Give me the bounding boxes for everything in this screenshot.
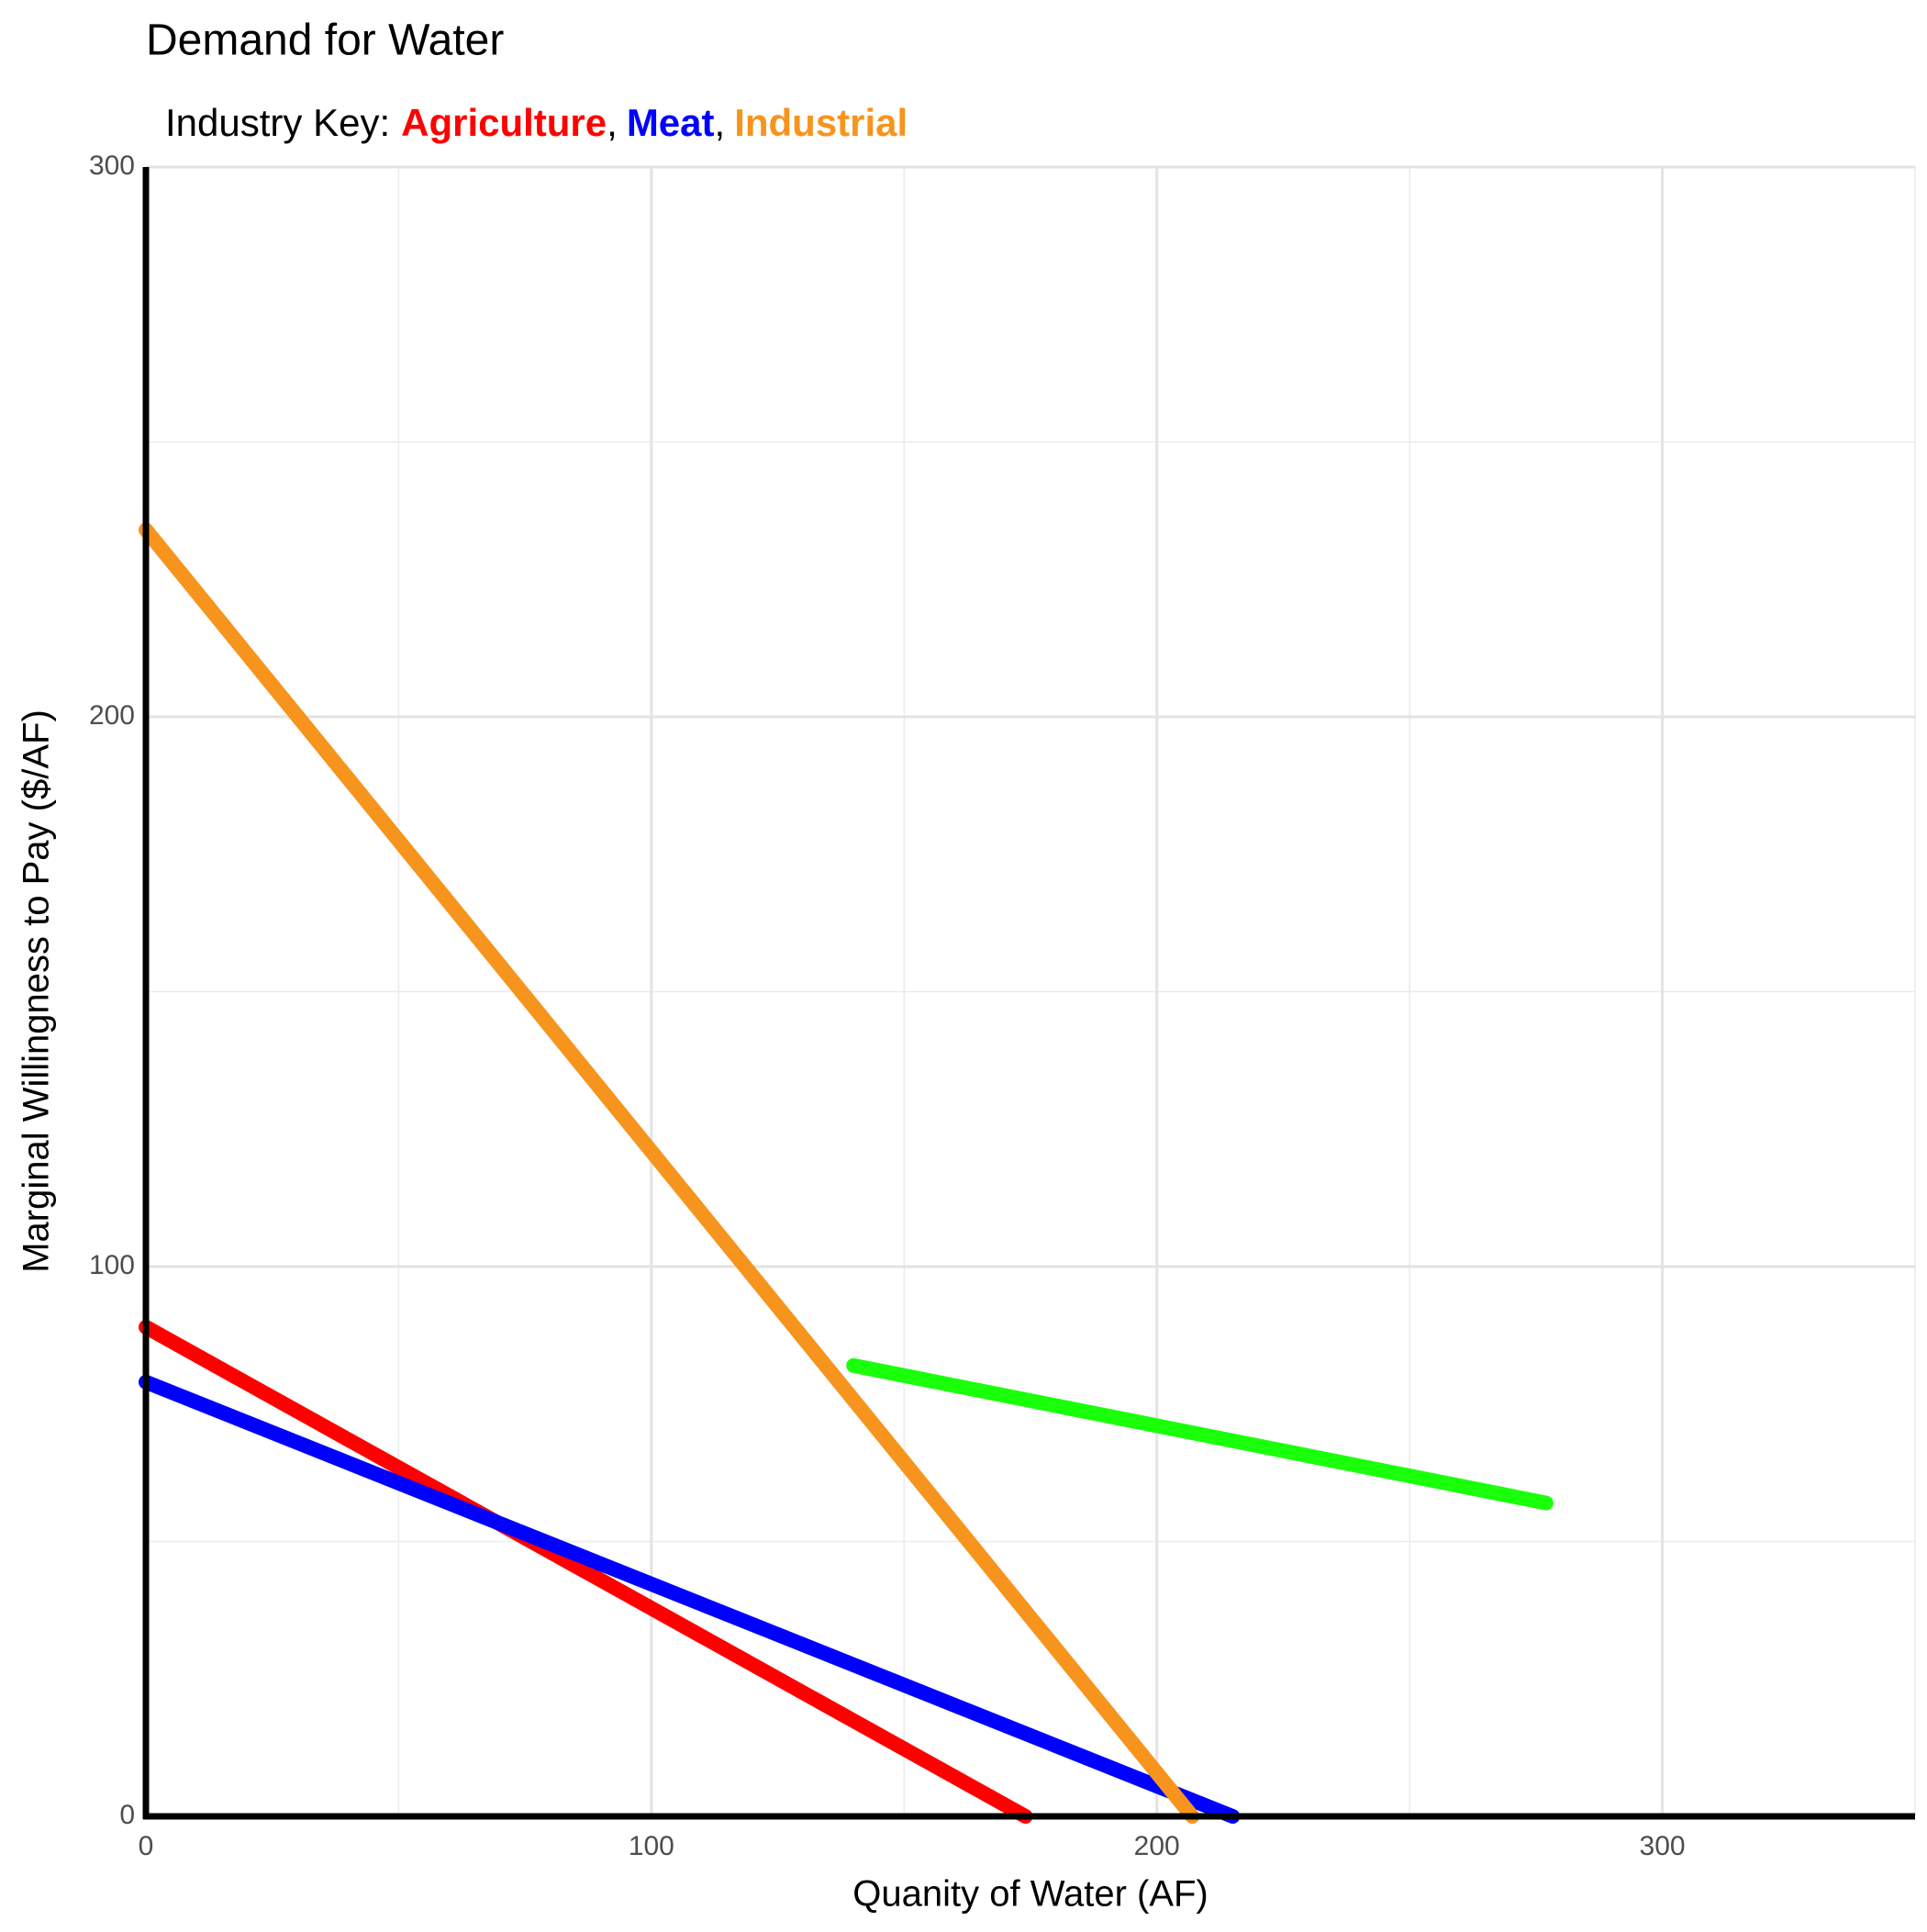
legend-entry: Agriculture xyxy=(401,101,607,144)
x-tick-label: 300 xyxy=(1640,1831,1686,1861)
x-tick-label: 100 xyxy=(629,1831,674,1861)
legend-title: Industry Key: xyxy=(165,101,390,144)
x-tick-label: 200 xyxy=(1134,1831,1180,1861)
series-line xyxy=(846,1357,1554,1511)
grid xyxy=(144,165,1916,1818)
legend-entry: Meat xyxy=(627,101,715,144)
y-axis-title: Marginal Willingness to Pay ($/AF) xyxy=(17,709,57,1273)
y-tick-label: 0 xyxy=(119,1800,135,1830)
legend-entry: Industrial xyxy=(734,101,908,144)
series-line xyxy=(139,1374,1241,1824)
x-tick-label: 0 xyxy=(139,1831,154,1861)
legend-separator: , xyxy=(607,101,618,144)
series-line xyxy=(139,1319,1033,1824)
chart-title: Demand for Water xyxy=(146,17,504,65)
x-axis-title: Quanity of Water (AF) xyxy=(852,1874,1209,1915)
y-tick-label: 100 xyxy=(89,1250,135,1280)
y-tick-label: 200 xyxy=(89,700,135,731)
legend: Industry Key: Agriculture, Meat, Industrial xyxy=(165,101,908,144)
legend-separator: , xyxy=(715,101,726,144)
y-tick-label: 300 xyxy=(89,151,135,181)
series-line xyxy=(139,522,1200,1824)
